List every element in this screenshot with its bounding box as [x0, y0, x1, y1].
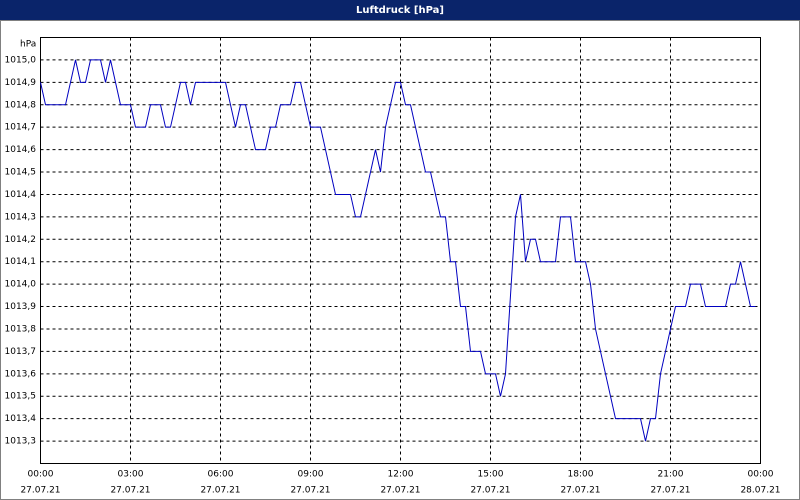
x-tick-date: 27.07.21: [470, 486, 510, 496]
y-unit: hPa: [20, 40, 36, 50]
y-tick-label: 1015,0: [5, 55, 37, 65]
y-tick-label: 1013,4: [5, 414, 37, 424]
y-tick-label: 1014,7: [5, 123, 37, 133]
x-tick-date: 27.07.21: [650, 486, 690, 496]
x-tick-date: 27.07.21: [20, 486, 60, 496]
x-tick-date: 27.07.21: [110, 486, 150, 496]
y-tick-label: 1014,9: [5, 78, 37, 88]
x-tick-label: 06:00: [208, 470, 234, 480]
y-tick-label: 1014,0: [5, 280, 37, 290]
x-tick-label: 03:00: [118, 470, 144, 480]
y-tick-label: 1013,5: [5, 392, 37, 402]
chart-title: Luftdruck [hPa]: [356, 5, 444, 16]
y-tick-label: 1014,6: [5, 145, 37, 155]
x-tick-label: 09:00: [298, 470, 324, 480]
y-tick-label: 1014,4: [5, 190, 37, 200]
data-line: [40, 59, 756, 442]
y-tick-label: 1013,8: [5, 324, 37, 334]
x-tick-label: 15:00: [478, 470, 504, 480]
y-tick-label: 1013,3: [5, 437, 37, 447]
x-tick-date: 28.07.21: [740, 486, 780, 496]
y-tick-label: 1013,6: [5, 369, 37, 379]
x-tick-label: 21:00: [658, 470, 684, 480]
x-tick-date: 27.07.21: [560, 486, 600, 496]
x-tick-label: 12:00: [388, 470, 414, 480]
y-tick-label: 1014,8: [5, 100, 37, 110]
y-tick-label: 1013,7: [5, 347, 37, 357]
y-tick-label: 1014,5: [5, 168, 37, 178]
x-tick-label: 18:00: [568, 470, 594, 480]
y-tick-label: 1014,3: [5, 212, 37, 222]
x-tick-label: 00:00: [748, 470, 774, 480]
x-tick-label: 00:00: [28, 470, 54, 480]
y-tick-label: 1014,2: [5, 235, 37, 245]
y-tick-label: 1013,9: [5, 302, 37, 312]
y-tick-label: 1014,1: [5, 257, 37, 267]
x-tick-date: 27.07.21: [380, 486, 420, 496]
x-tick-date: 27.07.21: [290, 486, 330, 496]
x-tick-date: 27.07.21: [200, 486, 240, 496]
title-bar: [0, 0, 800, 20]
